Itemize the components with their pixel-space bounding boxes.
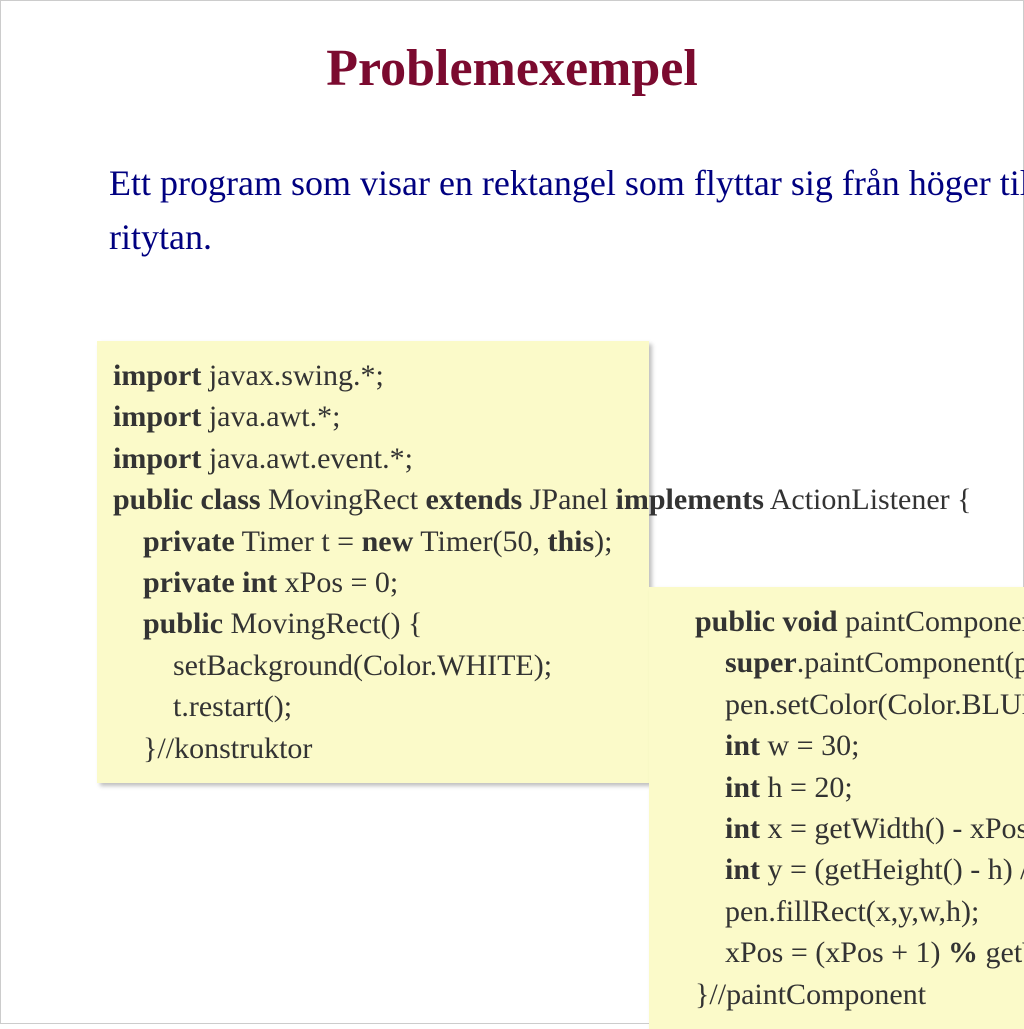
code-keyword: import: [113, 442, 201, 475]
code-text: );: [594, 525, 612, 558]
code-keyword: import: [113, 400, 201, 433]
slide: Problemexempel Ett program som visar en …: [1, 1, 1023, 1023]
code-keyword: int: [725, 771, 760, 804]
description: Ett program som visar en rektangel som f…: [1, 156, 1023, 264]
code-text: getWidth();: [978, 936, 1024, 969]
code-keyword: private int: [143, 566, 277, 599]
code-text: MovingRect: [261, 483, 426, 516]
code-keyword: int: [725, 853, 760, 886]
code-text: xPos = 0;: [277, 566, 398, 599]
code-keyword: super: [725, 646, 797, 679]
code-text: [665, 812, 725, 845]
code-text: setBackground(Color.WHITE);: [113, 649, 552, 682]
code-text: Timer t =: [235, 525, 362, 558]
code-text: ActionListener {: [764, 483, 972, 516]
code-text: java.awt.event.*;: [201, 442, 413, 475]
code-text: }//konstruktor: [113, 732, 312, 765]
code-keyword: import: [113, 359, 201, 392]
code-keyword: public class: [113, 483, 261, 516]
code-keyword: public void: [695, 605, 838, 638]
code-keyword: public: [143, 607, 223, 640]
code-text: paintComponent(Graphics pen) {: [838, 605, 1024, 638]
code-text: w = 30;: [760, 729, 859, 762]
code-text: [113, 607, 143, 640]
code-block-right: public void paintComponent(Graphics pen)…: [649, 587, 1024, 1029]
code-text: java.awt.*;: [201, 400, 340, 433]
code-keyword: private: [143, 525, 235, 558]
code-text: JPanel: [522, 483, 615, 516]
code-text: [665, 605, 695, 638]
code-text: [665, 771, 725, 804]
code-text: h = 20;: [760, 771, 853, 804]
code-text: pen.fillRect(x,y,w,h);: [665, 895, 979, 928]
code-text: [665, 646, 725, 679]
code-text: xPos = (xPos + 1): [665, 936, 948, 969]
code-text: [113, 566, 143, 599]
code-text: javax.swing.*;: [201, 359, 383, 392]
code-text: }//paintComponent: [665, 978, 926, 1011]
code-text: [665, 853, 725, 886]
code-keyword: %: [948, 936, 978, 969]
description-line-1: Ett program som visar en rektangel som f…: [109, 163, 1024, 203]
code-text: [665, 729, 725, 762]
code-text: x = getWidth() - xPos;: [760, 812, 1024, 845]
code-keyword: int: [725, 729, 760, 762]
code-keyword: this: [547, 525, 594, 558]
code-keyword: int: [725, 812, 760, 845]
code-text: [113, 525, 143, 558]
page-title: Problemexempel: [1, 39, 1023, 98]
code-text: .paintComponent(pen);: [797, 646, 1024, 679]
code-text: pen.setColor(Color.BLUE);: [665, 688, 1024, 721]
code-keyword: extends: [426, 483, 523, 516]
code-keyword: implements: [616, 483, 764, 516]
code-block-left: import javax.swing.*; import java.awt.*;…: [97, 341, 649, 783]
code-text: Timer(50,: [413, 525, 547, 558]
code-text: MovingRect() {: [223, 607, 422, 640]
code-text: t.restart();: [113, 690, 292, 723]
description-line-2: ritytan.: [109, 217, 212, 257]
code-keyword: new: [362, 525, 414, 558]
code-text: y = (getHeight() - h) / 2;: [760, 853, 1024, 886]
